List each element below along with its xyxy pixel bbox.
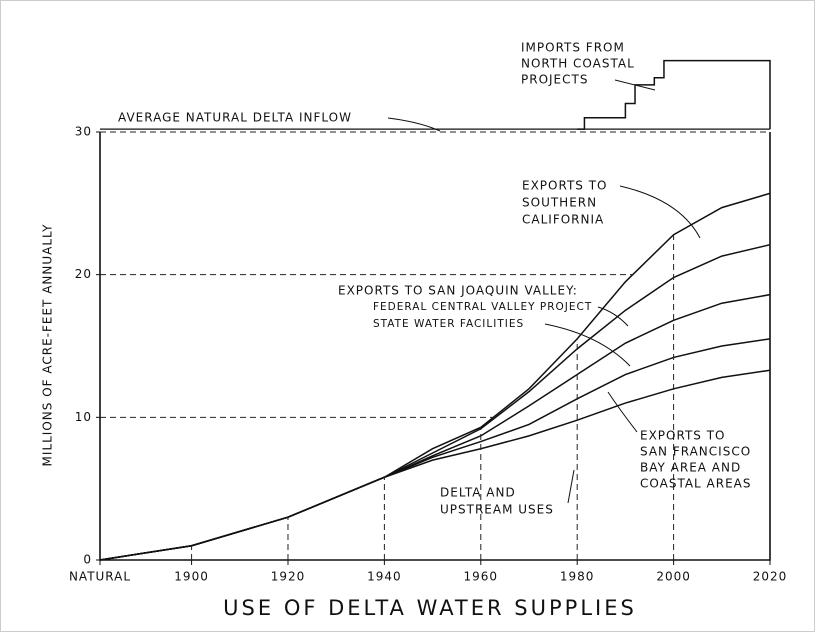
- series-label: EXPORTS TO: [522, 179, 608, 193]
- x-tick-label: 1940: [367, 570, 402, 584]
- x-tick-label: 1920: [271, 570, 306, 584]
- x-tick-label: 1960: [464, 570, 499, 584]
- y-tick-label: 0: [83, 553, 92, 567]
- imports-line: [577, 59, 771, 130]
- y-tick-label: 20: [75, 267, 92, 281]
- imports-label: IMPORTS FROM: [521, 41, 625, 55]
- pointer: [567, 469, 575, 504]
- x-tick-label: 1900: [174, 570, 209, 584]
- inflow-label: AVERAGE NATURAL DELTA INFLOW: [118, 111, 352, 125]
- axis-frame: [99, 132, 771, 561]
- pointer: [607, 391, 638, 433]
- chart-title: USE OF DELTA WATER SUPPLIES: [223, 596, 637, 620]
- pointer: [597, 306, 629, 327]
- x-tick-label: 1980: [560, 570, 595, 584]
- series-label: CALIFORNIA: [522, 213, 604, 227]
- series-label: SAN FRANCISCO: [640, 445, 751, 459]
- imports-label: NORTH COASTAL: [521, 57, 635, 71]
- series-label: SOUTHERN: [522, 196, 597, 210]
- imports-label: PROJECTS: [521, 73, 588, 87]
- series-label: STATE WATER FACILITIES: [373, 318, 524, 330]
- series-label: BAY AREA AND: [640, 461, 741, 475]
- series-label: COASTAL AREAS: [640, 477, 752, 491]
- series-label: DELTA AND: [440, 486, 516, 500]
- y-tick-label: 30: [75, 125, 92, 139]
- pointer: [544, 323, 631, 367]
- y-tick-label: 10: [75, 410, 92, 424]
- x-tick-label: NATURAL: [69, 570, 131, 584]
- series-label: UPSTREAM USES: [440, 503, 554, 517]
- x-tick-label: 2020: [753, 570, 788, 584]
- y-axis-label: MILLIONS OF ACRE-FEET ANNUALLY: [41, 224, 55, 467]
- group-label: EXPORTS TO SAN JOAQUIN VALLEY:: [338, 284, 578, 298]
- series-label: FEDERAL CENTRAL VALLEY PROJECT: [373, 301, 592, 313]
- x-tick-label: 2000: [656, 570, 691, 584]
- pointer: [619, 185, 701, 239]
- series-label: EXPORTS TO: [640, 429, 726, 443]
- series-line: [99, 192, 771, 561]
